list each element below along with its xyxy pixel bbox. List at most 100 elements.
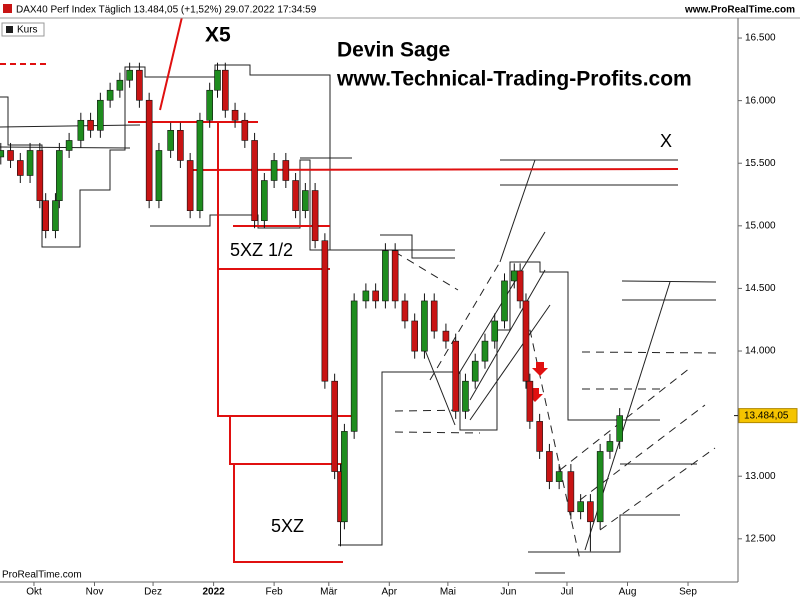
candle-body [214, 69, 221, 91]
x-tick-label: Apr [382, 587, 398, 598]
candle-body [292, 180, 299, 211]
candle-body [536, 421, 543, 452]
last-price-label: 13.484,05 [744, 410, 789, 421]
dashed-line [581, 351, 721, 354]
candle-body [56, 150, 63, 201]
candle-body [442, 330, 450, 342]
candle-body [411, 320, 418, 352]
candle-body [42, 200, 49, 232]
candle-body [421, 300, 428, 352]
red-level [217, 122, 356, 417]
red-level [233, 464, 343, 563]
last-price-box [738, 408, 798, 424]
trendline [469, 304, 551, 421]
x-tick-label: Sep [679, 587, 697, 598]
y-tick-label: 15.500 [745, 158, 776, 169]
candle-body [311, 190, 319, 242]
header-title: DAX40 Perf Index Täglich 13.484,05 (+1,5… [16, 5, 317, 16]
y-tick-label: 16.500 [745, 33, 776, 44]
candle-body [106, 89, 114, 101]
candle-body [65, 140, 73, 151]
level-steps [150, 159, 455, 251]
trendline [469, 269, 546, 401]
candle-body [587, 501, 594, 523]
x-tick-label: Okt [26, 587, 42, 598]
candle-body [145, 99, 153, 201]
annotation: 5XZ 1/2 [230, 240, 293, 260]
candle-body [136, 69, 143, 101]
candle-body [222, 69, 229, 111]
x-tick-label: 2022 [202, 587, 225, 598]
candle-body [0, 150, 5, 158]
dashed-line [599, 447, 716, 531]
level-steps [338, 261, 660, 546]
candle-body [555, 471, 563, 482]
x-tick-label: Mai [440, 587, 456, 598]
y-tick-label: 12.500 [745, 533, 776, 544]
y-tick-label: 15.000 [745, 220, 776, 231]
candle-body [362, 290, 370, 302]
candle-body [516, 270, 524, 302]
dashed-line [394, 431, 481, 434]
candle-body [155, 150, 163, 201]
y-tick-label: 13.000 [745, 471, 776, 482]
red-level [189, 168, 679, 171]
annotation: X [660, 131, 672, 151]
candle-body [401, 300, 409, 322]
level-steps [0, 64, 331, 248]
candle-body [341, 431, 348, 523]
candle-body [126, 69, 133, 81]
candle-body [596, 451, 604, 523]
candle-body [577, 501, 584, 513]
x-tick-label: Mär [320, 587, 338, 598]
candle-body [167, 129, 174, 151]
dashed-line [579, 404, 706, 501]
candle-body [116, 79, 124, 91]
x-tick-label: Aug [619, 587, 637, 598]
legend-label: Kurs [17, 25, 38, 36]
x-tick-label: Nov [86, 587, 104, 598]
trendline [454, 231, 546, 381]
candle-body [77, 119, 85, 141]
candle-body [321, 240, 329, 382]
level-steps [380, 234, 455, 259]
candle-body [606, 441, 614, 452]
candle-body [471, 360, 479, 382]
candle-body [261, 180, 268, 221]
level-line [0, 124, 141, 128]
candle-body [282, 160, 290, 181]
candle-body [177, 129, 184, 161]
y-tick-label: 14.000 [745, 346, 776, 357]
source-bottom: ProRealTime.com [2, 570, 82, 581]
source-top: www.ProRealTime.com [684, 5, 795, 16]
candle-body [510, 270, 518, 282]
candle-body [331, 380, 338, 472]
level-line [621, 280, 717, 283]
candle-body [350, 300, 358, 432]
header [0, 0, 800, 18]
level-steps [528, 514, 680, 553]
candle-body [452, 340, 459, 412]
level-line [0, 146, 131, 149]
drawings [0, 0, 721, 574]
candle-body [241, 119, 249, 141]
dashed-line [394, 251, 459, 291]
candle-body [522, 300, 530, 382]
annotation: 5XZ [271, 516, 304, 536]
x-tick-label: Dez [144, 587, 162, 598]
trendline [499, 159, 536, 263]
annotation: Devin Sage [337, 39, 450, 62]
annotation: www.Technical-Trading-Profits.com [336, 68, 692, 91]
candle-body [52, 200, 59, 232]
annotation: X5 [205, 24, 231, 47]
candle-body [382, 250, 389, 302]
candle-body [196, 119, 204, 211]
y-tick-label: 16.000 [745, 95, 776, 106]
legend-swatch [6, 26, 13, 33]
x-tick-label: Jun [500, 587, 516, 598]
down-arrow [532, 362, 548, 376]
candle-body [491, 320, 499, 342]
candle-body [391, 250, 399, 302]
candle-body [270, 160, 278, 181]
